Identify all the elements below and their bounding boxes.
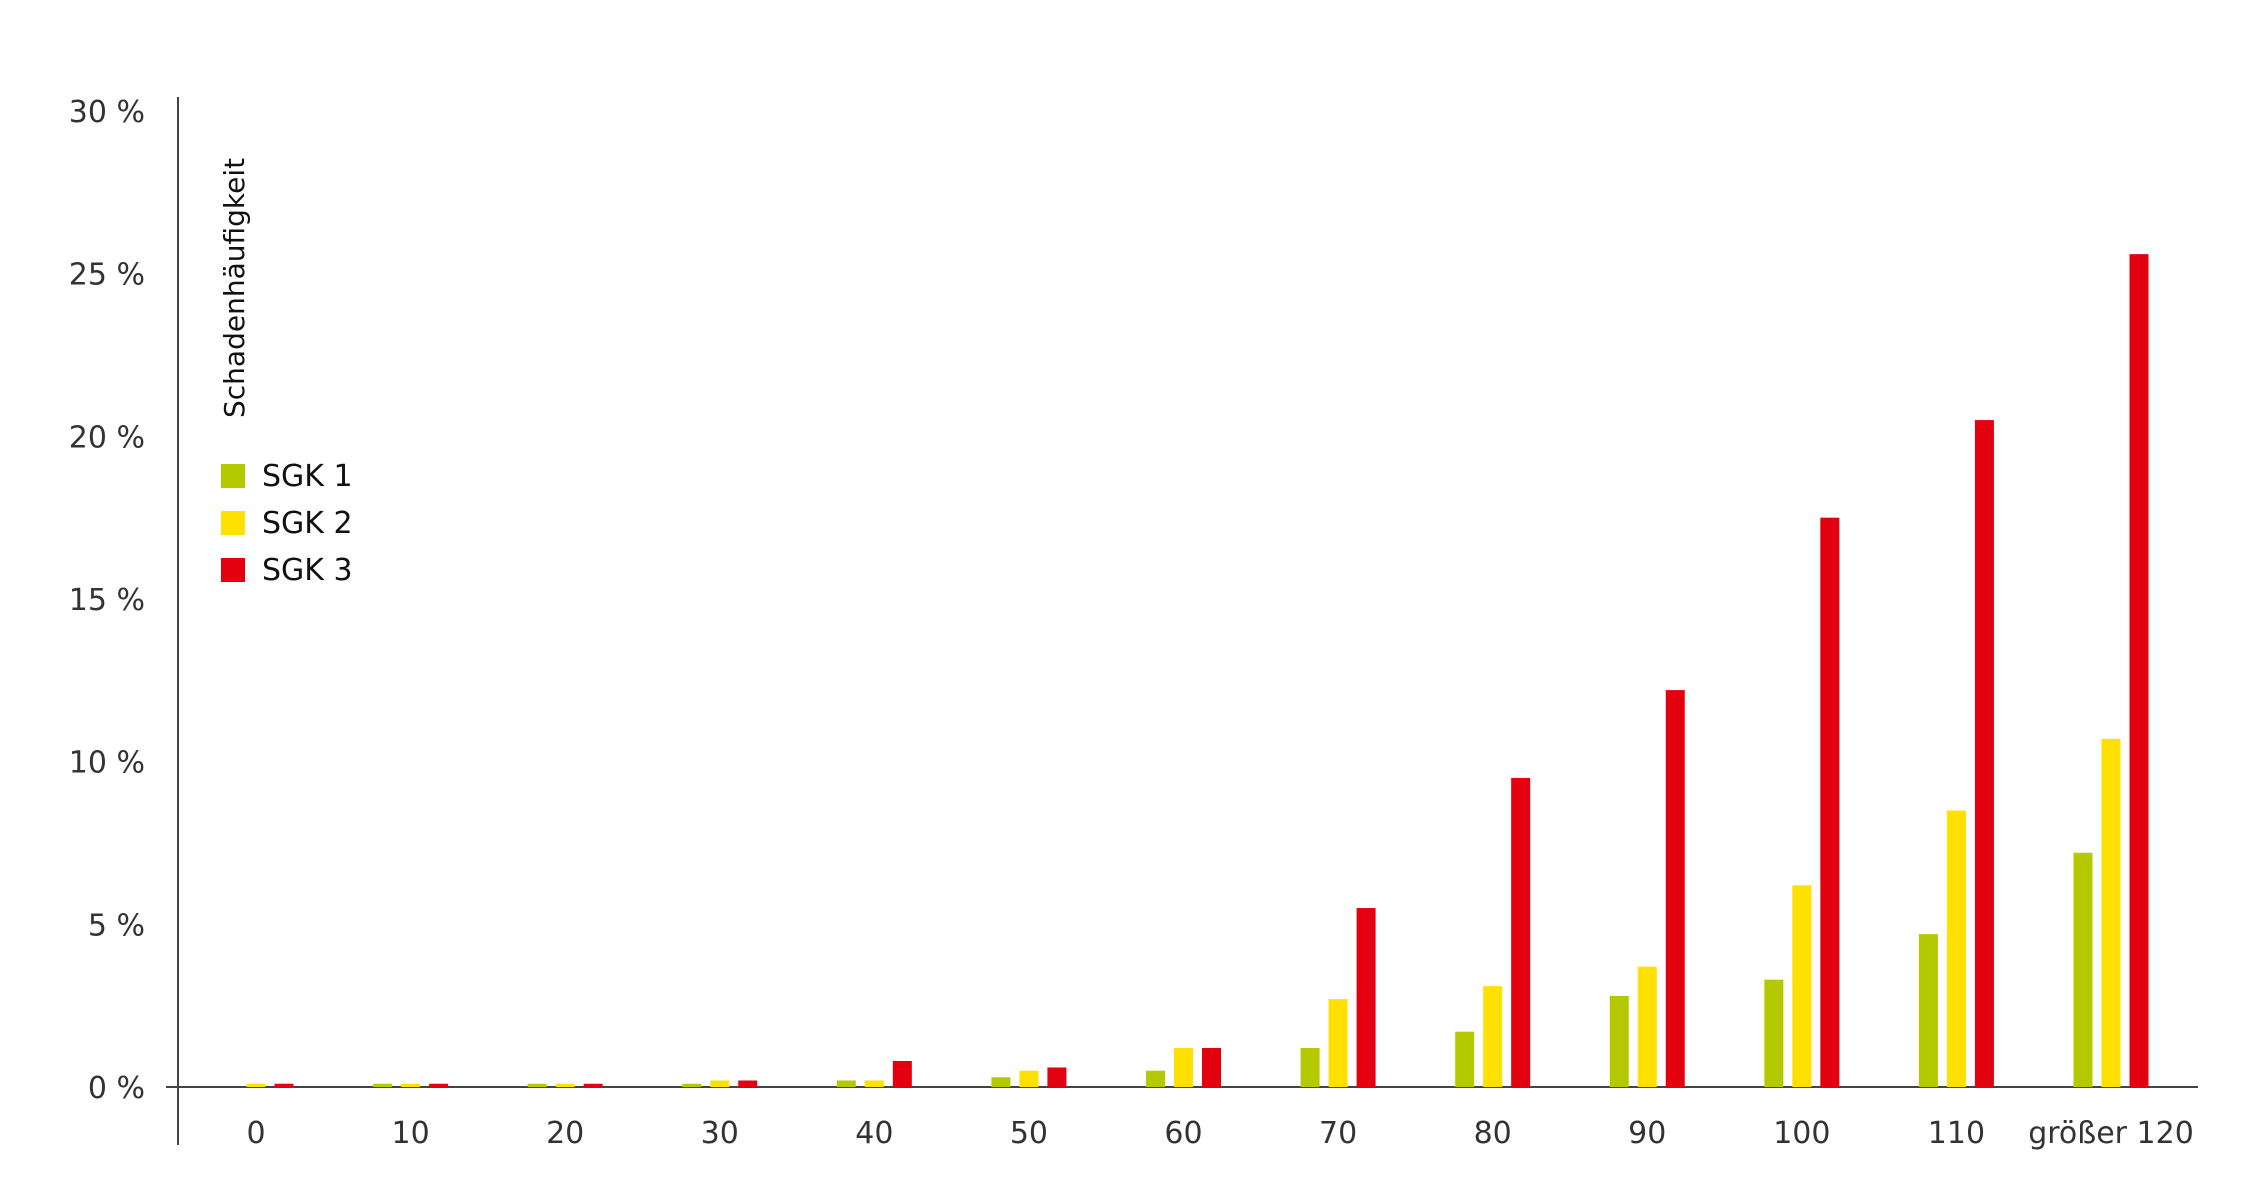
bar-sgk-1 bbox=[991, 1077, 1011, 1087]
bar-sgk-1 bbox=[527, 1083, 547, 1087]
bar-sgk-1 bbox=[1146, 1070, 1165, 1087]
y-tick-label: 10 % bbox=[69, 746, 145, 781]
bar-sgk-3 bbox=[2129, 254, 2149, 1087]
x-tick-labels: 0 10 20 30 40 50 60 70 80 90 100 110 größer 120 bbox=[246, 1116, 2193, 1151]
legend-label: SGK 3 bbox=[262, 553, 353, 588]
legend-swatch bbox=[221, 511, 245, 535]
bar-sgk-3 bbox=[1202, 1047, 1221, 1087]
bar-sgk-2 bbox=[864, 1080, 884, 1087]
x-tick-label: 0 bbox=[246, 1116, 265, 1151]
bar-sgk-2 bbox=[1483, 986, 1503, 1087]
x-tick-label: 100 bbox=[1773, 1116, 1830, 1151]
x-tick-label: 20 bbox=[546, 1116, 584, 1151]
legend-label: SGK 1 bbox=[262, 459, 353, 494]
bar-sgk-2 bbox=[2101, 738, 2121, 1087]
bar-sgk-2 bbox=[1792, 885, 1812, 1087]
bar-sgk-1 bbox=[2073, 852, 2093, 1087]
bar-sgk-3 bbox=[738, 1080, 758, 1087]
y-tick-label: 0 % bbox=[88, 1071, 145, 1106]
bar-sgk-3 bbox=[1047, 1067, 1067, 1087]
x-tick-label: 60 bbox=[1164, 1116, 1202, 1151]
bar-sgk-2 bbox=[1019, 1070, 1039, 1087]
legend-swatch bbox=[221, 558, 245, 582]
x-tick-label: 50 bbox=[1010, 1116, 1048, 1151]
bar-sgk-1 bbox=[1300, 1047, 1320, 1087]
bar-sgk-1 bbox=[1455, 1031, 1475, 1087]
x-tick-label: größer 120 bbox=[2028, 1116, 2194, 1151]
bar-sgk-1 bbox=[1764, 979, 1784, 1087]
legend: SGK 1 SGK 2 SGK 3 bbox=[221, 459, 353, 588]
bar-sgk-2 bbox=[1328, 999, 1348, 1087]
y-tick-label: 5 % bbox=[88, 908, 145, 943]
bar-sgk-2 bbox=[246, 1083, 266, 1087]
y-tick-label: 15 % bbox=[69, 583, 145, 618]
bar-sgk-2 bbox=[1174, 1047, 1193, 1087]
x-tick-label: 110 bbox=[1928, 1116, 1985, 1151]
y-tick-label: 25 % bbox=[69, 258, 145, 293]
bar-sgk-2 bbox=[1946, 810, 1966, 1087]
bar-sgk-3 bbox=[1665, 690, 1685, 1087]
bar-sgk-2 bbox=[710, 1080, 730, 1087]
bar-sgk-2 bbox=[1637, 966, 1657, 1087]
legend-swatch bbox=[221, 464, 245, 488]
bar-sgk-1 bbox=[1609, 995, 1629, 1087]
bar-sgk-2 bbox=[555, 1083, 575, 1087]
bar-sgk-3 bbox=[892, 1060, 912, 1087]
x-tick-label: 40 bbox=[855, 1116, 893, 1151]
x-tick-label: 10 bbox=[391, 1116, 429, 1151]
y-tick-label: 30 % bbox=[69, 95, 145, 130]
bar-sgk-3 bbox=[274, 1083, 294, 1087]
bar-sgk-3 bbox=[1356, 908, 1376, 1087]
bar-sgk-3 bbox=[1820, 517, 1840, 1087]
y-tick-label: 20 % bbox=[69, 420, 145, 455]
bar-sgk-1 bbox=[682, 1083, 702, 1087]
x-tick-label: 90 bbox=[1628, 1116, 1666, 1151]
bar-sgk-1 bbox=[836, 1080, 856, 1087]
bar-sgk-1 bbox=[1918, 934, 1938, 1087]
bar-sgk-3 bbox=[429, 1083, 449, 1087]
bar-sgk-3 bbox=[1974, 420, 1994, 1088]
x-tick-label: 30 bbox=[701, 1116, 739, 1151]
bar-sgk-3 bbox=[1511, 777, 1531, 1087]
y-axis-label: Schadenhäufigkeit bbox=[218, 158, 251, 418]
y-tick-labels: 0 % 5 % 10 % 15 % 20 % 25 % 30 % bbox=[69, 95, 145, 1106]
legend-label: SGK 2 bbox=[262, 506, 353, 541]
bar-sgk-1 bbox=[373, 1083, 393, 1087]
bar-sgk-3 bbox=[583, 1083, 603, 1087]
bars bbox=[246, 254, 2149, 1088]
bar-sgk-2 bbox=[401, 1083, 421, 1087]
x-tick-label: 80 bbox=[1474, 1116, 1512, 1151]
x-tick-label: 70 bbox=[1319, 1116, 1357, 1151]
